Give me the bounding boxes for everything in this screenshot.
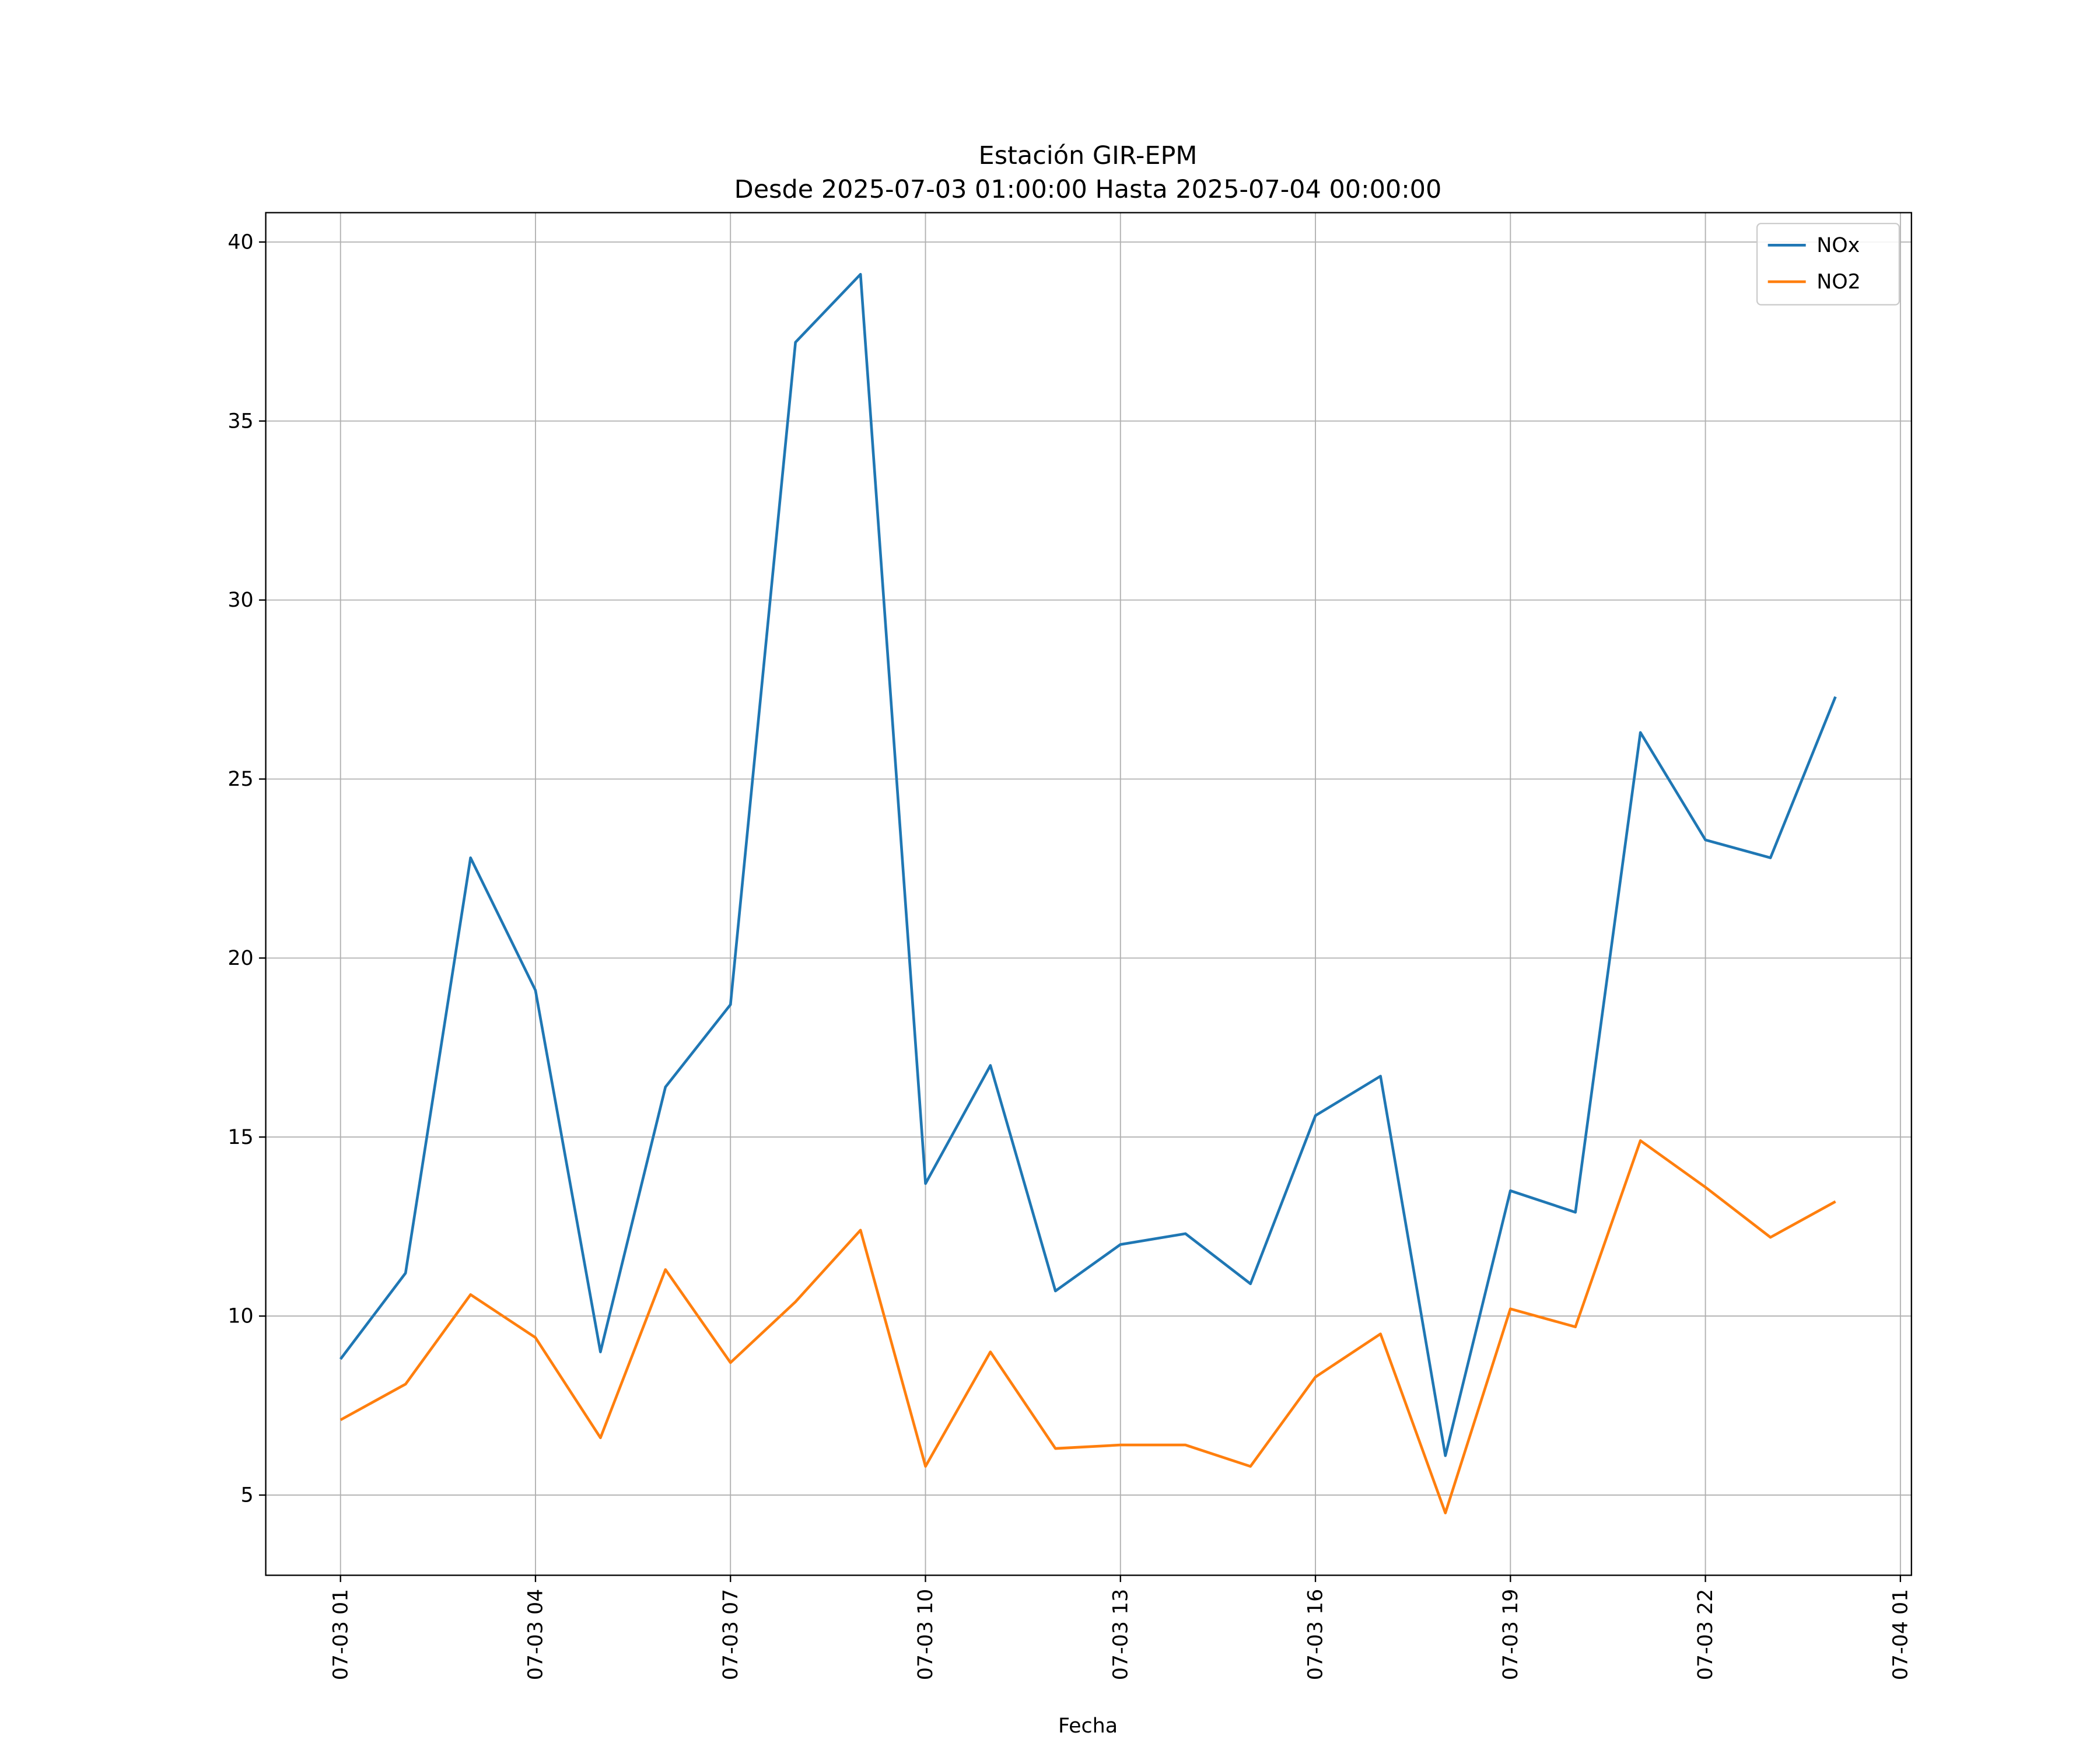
y-tick-label: 20 — [228, 947, 253, 970]
x-tick-label: 07-03 10 — [914, 1589, 937, 1681]
y-tick-label: 30 — [228, 589, 253, 612]
y-tick-label: 35 — [228, 410, 253, 433]
x-tick-label: 07-04 01 — [1889, 1589, 1912, 1681]
x-axis-label: Fecha — [1058, 1714, 1118, 1738]
y-tick-label: 25 — [228, 768, 253, 791]
legend-label-nox: NOx — [1817, 234, 1860, 257]
y-tick-label: 5 — [241, 1484, 254, 1507]
x-tick-label: 07-03 19 — [1499, 1589, 1522, 1681]
series-line-nox — [339, 272, 1837, 1457]
x-tick-label: 07-03 16 — [1304, 1589, 1328, 1681]
x-tick-label: 07-03 01 — [329, 1589, 352, 1681]
grid — [265, 212, 1912, 1576]
chart-subtitle: Desde 2025-07-03 01:00:00 Hasta 2025-07-… — [734, 175, 1442, 204]
legend: NOx NO2 — [1756, 222, 1901, 306]
legend-label-no2: NO2 — [1817, 271, 1861, 294]
y-tick-label: 15 — [228, 1126, 253, 1149]
chart-title: Estación GIR-EPM — [979, 141, 1198, 170]
series-line-no2 — [340, 1139, 1836, 1514]
x-tick-label: 07-03 22 — [1694, 1589, 1717, 1681]
plot-frame — [265, 212, 1912, 1576]
series-lines — [339, 272, 1837, 1514]
y-tick-label: 40 — [228, 230, 253, 254]
y-tick-label: 10 — [228, 1305, 253, 1328]
x-tick-label: 07-03 13 — [1109, 1589, 1132, 1681]
x-tick-label: 07-03 07 — [719, 1589, 743, 1681]
x-tick-label: 07-03 04 — [524, 1589, 548, 1681]
axis-ticks: 07-03 01 07-03 04 07-03 07 07-03 10 07-03 13… — [228, 230, 1912, 1680]
